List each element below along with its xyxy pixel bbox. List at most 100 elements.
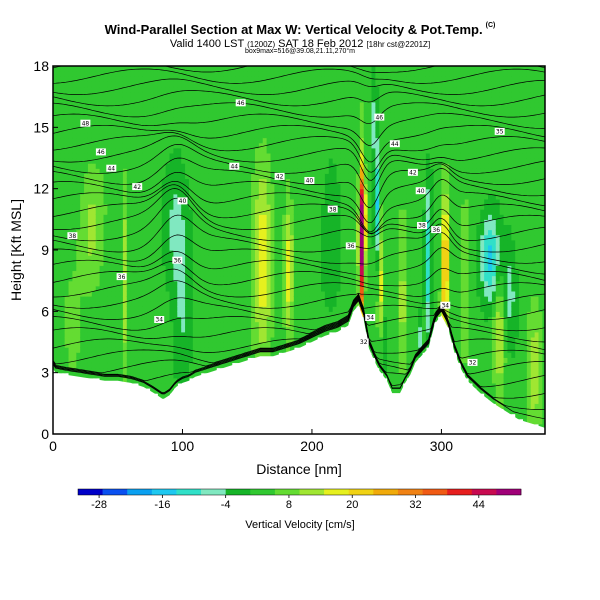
velocity-cell [126, 147, 132, 154]
velocity-cell [107, 209, 112, 215]
velocity-cell [212, 91, 217, 98]
velocity-cell [251, 188, 256, 195]
velocity-cell [355, 96, 361, 103]
velocity-cell [91, 290, 97, 297]
velocity-cell [146, 71, 151, 77]
velocity-cell [286, 112, 291, 118]
velocity-cell [254, 234, 260, 241]
velocity-cell [72, 326, 77, 333]
velocity-cell [367, 275, 373, 282]
velocity-cell [165, 377, 171, 384]
velocity-cell [72, 280, 77, 287]
velocity-cell [371, 326, 376, 333]
velocity-cell [282, 331, 287, 338]
velocity-cell [196, 188, 202, 195]
velocity-cell [161, 106, 167, 113]
velocity-cell [317, 112, 322, 118]
velocity-cell [293, 96, 299, 103]
velocity-cell [64, 193, 70, 200]
velocity-cell [119, 229, 124, 236]
velocity-cell [383, 316, 388, 323]
velocity-cell [371, 193, 376, 200]
velocity-cell [375, 306, 380, 312]
velocity-cell [188, 204, 194, 210]
velocity-cell [119, 96, 124, 103]
velocity-cell [328, 193, 334, 200]
velocity-cell [130, 112, 136, 118]
velocity-cell [200, 352, 206, 358]
velocity-cell [161, 188, 167, 195]
velocity-cell [371, 198, 376, 205]
velocity-cell [196, 290, 202, 297]
velocity-cell [274, 239, 279, 246]
velocity-cell [87, 331, 93, 338]
velocity-cell [142, 265, 147, 272]
velocity-cell [313, 168, 318, 174]
velocity-cell [138, 198, 143, 205]
velocity-cell [192, 219, 198, 226]
velocity-cell [289, 198, 295, 205]
velocity-cell [107, 224, 112, 231]
velocity-cell [309, 270, 314, 277]
velocity-cell [53, 163, 58, 169]
velocity-cell [258, 178, 264, 185]
velocity-cell [122, 209, 128, 215]
velocity-cell [204, 357, 209, 364]
velocity-cell [60, 342, 66, 348]
velocity-cell [321, 204, 326, 210]
velocity-cell [111, 270, 116, 277]
velocity-cell [270, 352, 275, 358]
velocity-cell [367, 127, 373, 134]
velocity-cell [313, 142, 318, 149]
velocity-cell [313, 260, 318, 266]
velocity-cell [111, 147, 116, 154]
velocity-cell [146, 183, 151, 190]
velocity-cell [301, 132, 307, 139]
velocity-cell [56, 367, 62, 374]
velocity-cell [247, 127, 252, 134]
velocity-cell [185, 122, 190, 128]
velocity-cell [80, 260, 85, 266]
velocity-cell [115, 66, 120, 72]
velocity-cell [56, 239, 62, 246]
velocity-cell [301, 239, 307, 246]
velocity-cell [173, 122, 178, 128]
velocity-cell [340, 280, 345, 287]
velocity-cell [243, 163, 248, 169]
velocity-cell [305, 193, 310, 200]
velocity-cell [301, 229, 307, 236]
velocity-cell [278, 260, 283, 266]
velocity-cell [379, 352, 384, 358]
velocity-cell [367, 209, 373, 215]
velocity-cell [324, 316, 330, 323]
velocity-cell [309, 321, 314, 328]
velocity-cell [153, 372, 159, 379]
velocity-cell [60, 66, 66, 72]
velocity-cell [332, 193, 338, 200]
velocity-cell [359, 127, 365, 134]
velocity-cell [95, 270, 101, 277]
velocity-cell [68, 244, 74, 251]
velocity-cell [142, 270, 147, 277]
velocity-cell [142, 71, 147, 77]
velocity-cell [305, 188, 310, 195]
velocity-cell [80, 296, 85, 302]
velocity-cell [243, 193, 248, 200]
velocity-cell [258, 188, 264, 195]
velocity-cell [340, 122, 345, 128]
velocity-cell [379, 280, 384, 287]
velocity-cell [91, 188, 97, 195]
velocity-cell [328, 86, 334, 93]
velocity-cell [134, 204, 140, 210]
velocity-cell [289, 152, 295, 159]
velocity-cell [99, 158, 105, 164]
velocity-cell [60, 214, 66, 220]
velocity-cell [91, 198, 97, 205]
velocity-cell [64, 117, 70, 123]
velocity-cell [313, 306, 318, 312]
velocity-cell [359, 193, 365, 200]
velocity-cell [258, 250, 264, 256]
velocity-cell [80, 209, 85, 215]
velocity-cell [53, 204, 58, 210]
velocity-cell [258, 255, 264, 261]
